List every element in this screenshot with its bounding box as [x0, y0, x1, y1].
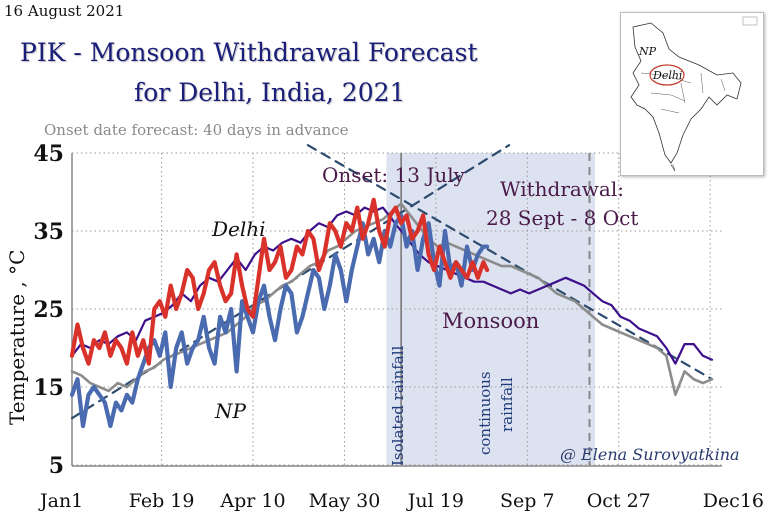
x-tick-label: Sep 7: [500, 490, 555, 512]
y-axis-label: Temperature , °C: [5, 250, 29, 425]
map-scale-box: [742, 16, 758, 26]
x-tick-label: May 30: [309, 490, 381, 512]
annotation-withdrawal-dates: 28 Sept - 8 Oct: [486, 206, 638, 230]
series-line-np-2021: [69, 213, 490, 429]
map-outline: [630, 22, 742, 164]
x-tick-label: Feb 19: [129, 490, 195, 512]
map-label-np: NP: [638, 45, 657, 58]
label-np: NP: [214, 399, 247, 423]
annotation-onset: Onset: 13 July: [322, 163, 466, 187]
author-credit: @ Elena Surovyatkina: [560, 445, 740, 464]
annotation-continuous: continuous: [476, 371, 494, 455]
series-line-delhi-2021: [69, 197, 490, 366]
y-tick-label: 5: [49, 453, 64, 479]
delhi-highlight-ellipse: [649, 64, 685, 86]
chart-title-line-2: for Delhi, India, 2021: [134, 78, 406, 107]
annotation-isolated-rainfall: Isolated rainfall: [389, 345, 407, 466]
annotation-monsoon: Monsoon: [442, 309, 539, 333]
x-tick-label: Dec16: [703, 490, 764, 512]
date-label: 16 August 2021: [4, 2, 125, 20]
chart-subtitle: Onset date forecast: 40 days in advance: [44, 121, 349, 139]
annotation-withdrawal-label: Withdrawal:: [500, 177, 624, 201]
x-tick-label: Oct 27: [587, 490, 651, 512]
map-label-delhi: Delhi: [652, 69, 682, 82]
india-map-inset: Delhi NP: [620, 12, 764, 176]
y-tick-label: 25: [33, 297, 64, 323]
chart-title-line-1: PIK - Monsoon Withdrawal Forecast: [20, 38, 478, 67]
x-tick-label: Jul 19: [406, 490, 464, 512]
annotation-rainfall: rainfall: [498, 377, 516, 432]
x-tick-label: Jan1: [38, 490, 83, 512]
y-tick-label: 35: [33, 219, 64, 245]
y-tick-label: 45: [33, 141, 64, 167]
series-line-trend-falling-dashed: [306, 144, 714, 381]
label-delhi: Delhi: [211, 217, 266, 241]
map-state-borders: [640, 72, 726, 114]
x-tick-label: Apr 10: [219, 490, 285, 512]
india-map-icon: Delhi NP: [630, 16, 758, 172]
y-tick-label: 15: [33, 375, 64, 401]
